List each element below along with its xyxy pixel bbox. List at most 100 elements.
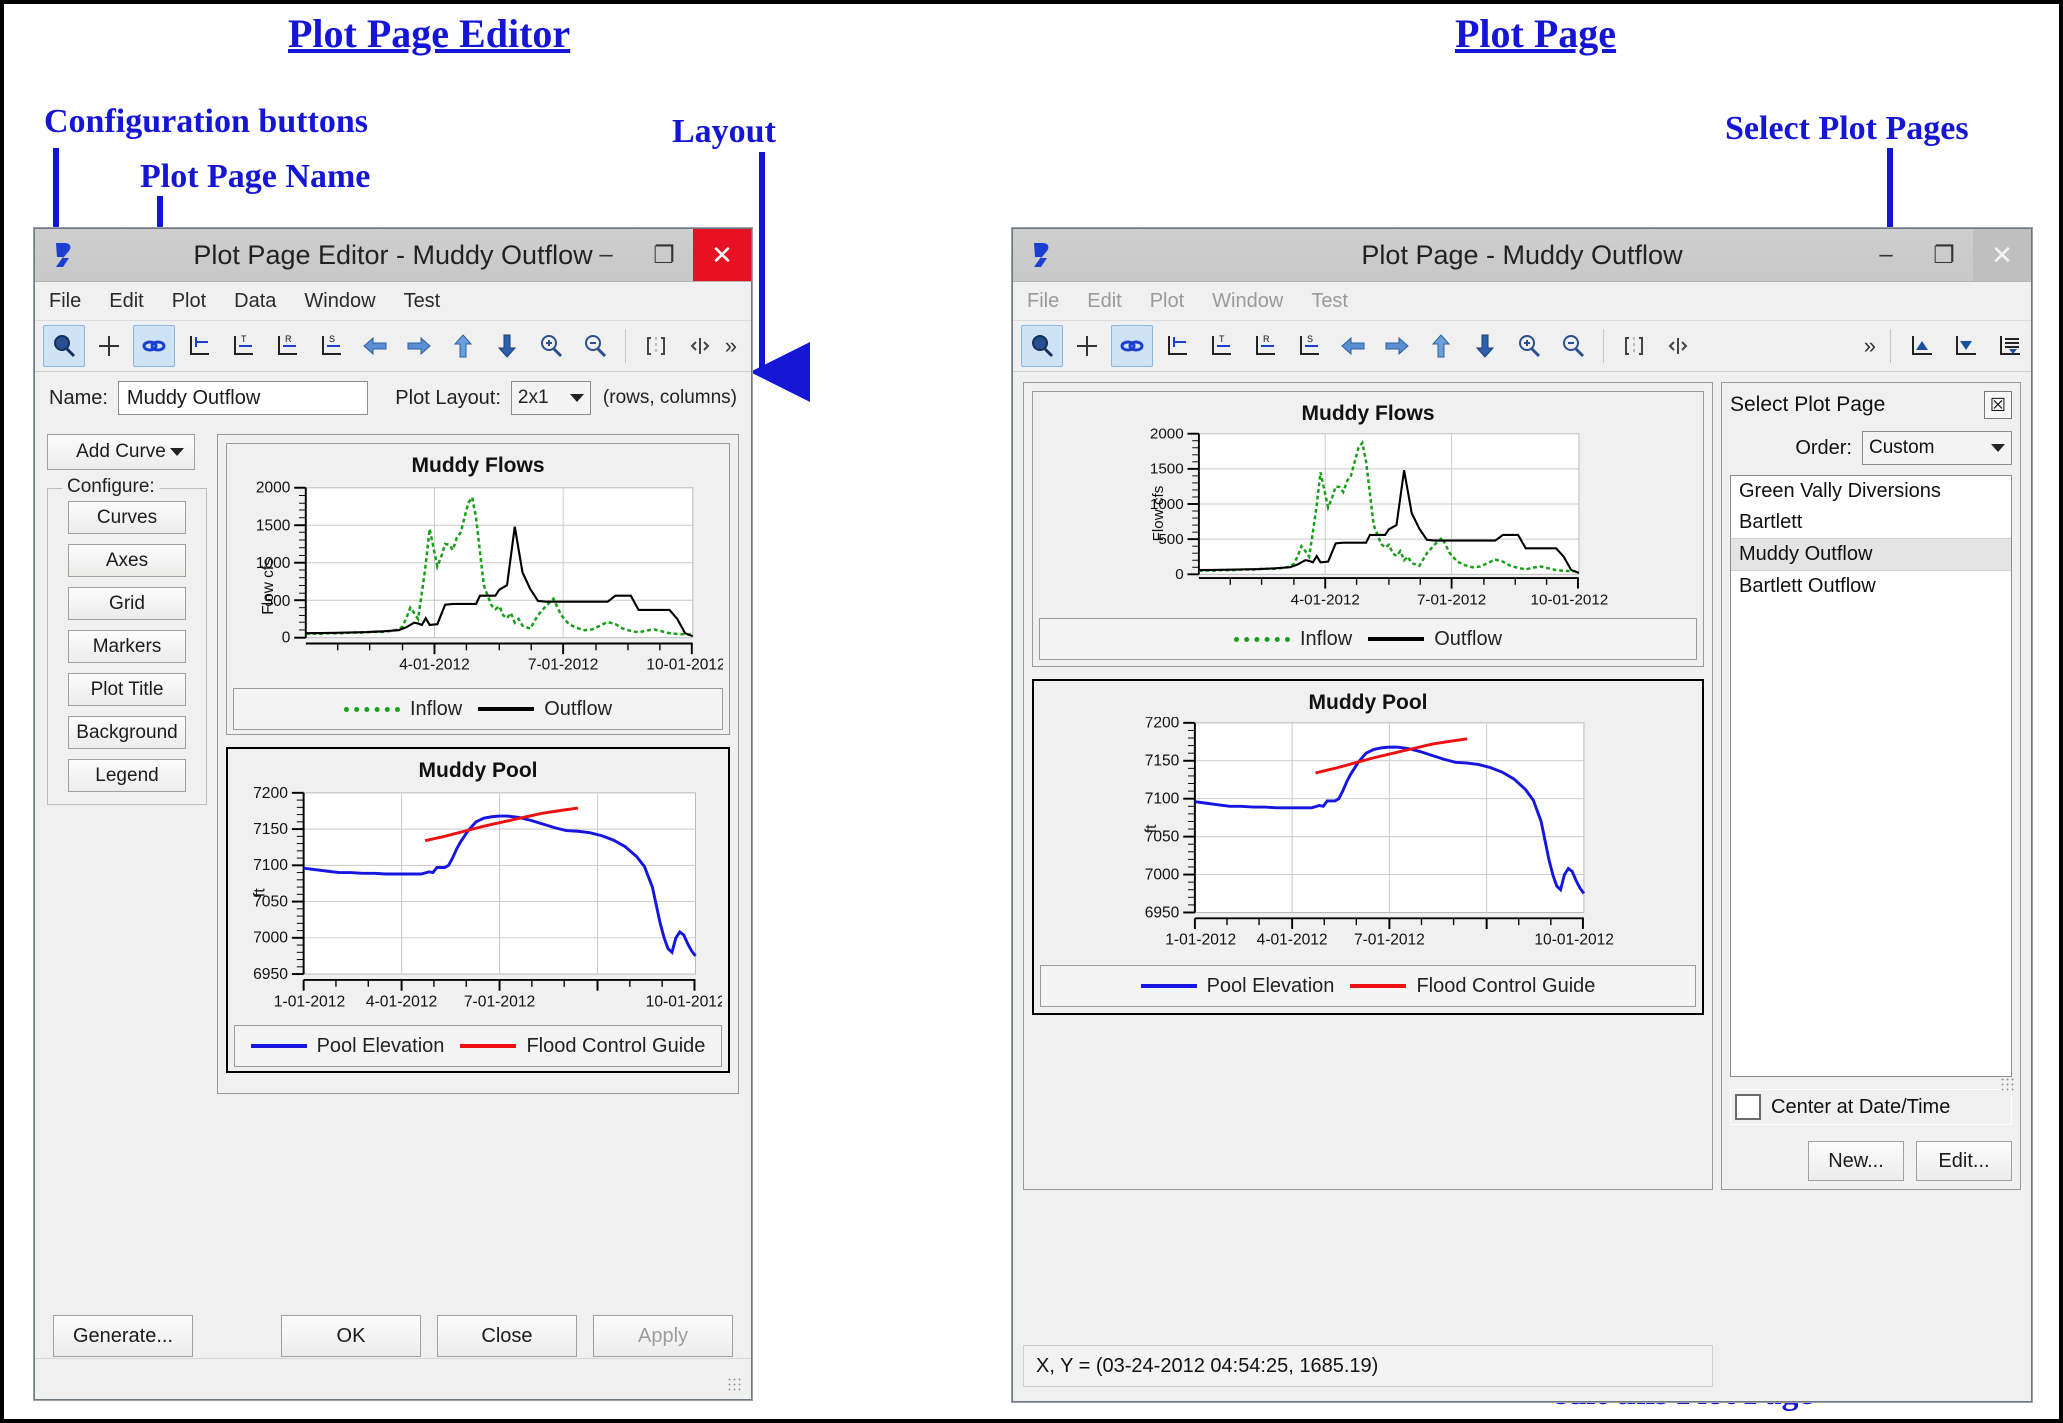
menu-edit[interactable]: Edit xyxy=(109,289,144,312)
zoom-out-icon[interactable] xyxy=(575,326,615,366)
series-pool-elevation xyxy=(1194,745,1586,895)
crosshair-tool-icon[interactable] xyxy=(1067,326,1107,366)
menu-data[interactable]: Data xyxy=(234,289,277,312)
menu-test[interactable]: Test xyxy=(403,289,441,312)
app-logo-icon xyxy=(1025,238,1059,272)
chart-title: Muddy Flows xyxy=(1301,402,1435,425)
arrow-left-icon[interactable] xyxy=(1333,326,1373,366)
toolbar-separator xyxy=(1890,329,1891,363)
chart-muddy-flows-editor[interactable]: Muddy Flows xyxy=(226,443,730,735)
configure-legend-button[interactable]: Legend xyxy=(68,759,186,792)
select-region-icon[interactable] xyxy=(636,326,676,366)
menu-plot[interactable]: Plot xyxy=(1149,289,1185,312)
axis-right-icon[interactable]: R xyxy=(267,326,307,366)
maximize-button[interactable]: ❐ xyxy=(1933,241,1955,269)
arrow-right-icon[interactable] xyxy=(399,326,439,366)
axis-top-icon[interactable]: T xyxy=(223,326,263,366)
axis-secondary-icon[interactable]: S xyxy=(1289,326,1329,366)
legend-item-flood-control-guide: Flood Control Guide xyxy=(460,1035,705,1058)
configure-background-button[interactable]: Background xyxy=(68,716,186,749)
plot-page-listbox[interactable]: Green Vally Diversions Bartlett Muddy Ou… xyxy=(1730,475,2012,1077)
list-item[interactable]: Green Vally Diversions xyxy=(1739,480,1941,502)
zoom-in-icon[interactable] xyxy=(1509,326,1549,366)
arrow-left-icon[interactable] xyxy=(355,326,395,366)
editor-titlebar: Plot Page Editor - Muddy Outflow – ❐ ✕ xyxy=(35,229,751,282)
plot-up-icon[interactable] xyxy=(1901,326,1941,366)
arrow-right-icon[interactable] xyxy=(1377,326,1417,366)
add-curve-button[interactable]: Add Curve xyxy=(47,434,195,470)
axis-top-icon[interactable]: T xyxy=(1201,326,1241,366)
plot-layout-hint: (rows, columns) xyxy=(602,387,737,408)
list-item[interactable]: Bartlett Outflow xyxy=(1739,575,1876,597)
xtick: 7-01-2012 xyxy=(1417,592,1486,609)
arrow-down-icon[interactable] xyxy=(487,326,527,366)
generate-button[interactable]: Generate... xyxy=(53,1315,193,1357)
minimize-button[interactable]: – xyxy=(599,241,613,268)
ytick: 2000 xyxy=(256,480,290,497)
zoom-out-icon[interactable] xyxy=(1553,326,1593,366)
menu-edit[interactable]: Edit xyxy=(1087,289,1122,312)
configure-markers-button[interactable]: Markers xyxy=(68,630,186,663)
chart-legend: Pool Elevation Flood Control Guide xyxy=(1040,965,1696,1007)
fit-width-icon[interactable] xyxy=(1658,326,1698,366)
resize-grip[interactable] xyxy=(727,1377,743,1393)
annotation-plot-page: Plot Page xyxy=(1455,11,1617,56)
resize-grip[interactable] xyxy=(2000,1077,2016,1093)
toolbar-overflow-button[interactable]: » xyxy=(724,333,737,358)
close-icon[interactable]: ☒ xyxy=(1984,391,2012,419)
center-at-datetime-row[interactable]: Center at Date/Time xyxy=(1730,1089,2012,1125)
configure-plot-title-button[interactable]: Plot Title xyxy=(68,673,186,706)
configure-curves-button[interactable]: Curves xyxy=(68,501,186,534)
editor-status-strip xyxy=(35,1358,751,1399)
toolbar-overflow-button[interactable]: » xyxy=(1863,333,1876,358)
center-at-datetime-checkbox[interactable] xyxy=(1735,1094,1761,1120)
axis-secondary-icon[interactable]: S xyxy=(311,326,351,366)
chart-title: Muddy Pool xyxy=(418,759,538,782)
edit-button[interactable]: Edit... xyxy=(1916,1141,2012,1181)
plot-list-icon[interactable] xyxy=(1989,326,2029,366)
select-region-icon[interactable] xyxy=(1614,326,1654,366)
menu-window[interactable]: Window xyxy=(1212,289,1284,312)
menu-window[interactable]: Window xyxy=(304,289,376,312)
menu-file[interactable]: File xyxy=(1027,289,1060,312)
plot-down-icon[interactable] xyxy=(1945,326,1985,366)
plotpage-titlebar: Plot Page - Muddy Outflow – ❐ ✕ xyxy=(1013,229,2031,282)
minimize-button[interactable]: – xyxy=(1879,241,1893,268)
chart-muddy-pool-page[interactable]: Muddy Pool xyxy=(1032,679,1704,1015)
menu-file[interactable]: File xyxy=(49,289,82,312)
fit-width-icon[interactable] xyxy=(680,326,720,366)
legend-label-pool-elevation: Pool Elevation xyxy=(1206,974,1335,997)
list-item-selected[interactable]: Muddy Outflow xyxy=(1731,538,2011,571)
link-tool-icon[interactable] xyxy=(1111,325,1153,367)
arrow-up-icon[interactable] xyxy=(443,326,483,366)
close-button-footer[interactable]: Close xyxy=(437,1315,577,1357)
menu-test[interactable]: Test xyxy=(1311,289,1348,312)
axis-scale-icon[interactable] xyxy=(179,326,219,366)
maximize-button[interactable]: ❐ xyxy=(653,241,675,269)
configure-grid-button[interactable]: Grid xyxy=(68,587,186,620)
menu-plot[interactable]: Plot xyxy=(171,289,207,312)
zoom-tool-icon[interactable] xyxy=(43,325,85,367)
configure-axes-button[interactable]: Axes xyxy=(68,544,186,577)
ok-button[interactable]: OK xyxy=(281,1315,421,1357)
order-select[interactable]: Custom xyxy=(1862,431,2012,465)
arrow-down-icon[interactable] xyxy=(1465,326,1505,366)
crosshair-tool-icon[interactable] xyxy=(89,326,129,366)
zoom-in-icon[interactable] xyxy=(531,326,571,366)
zoom-tool-icon[interactable] xyxy=(1021,325,1063,367)
link-tool-icon[interactable] xyxy=(133,325,175,367)
list-item[interactable]: Bartlett xyxy=(1739,511,1803,533)
close-button[interactable]: ✕ xyxy=(693,229,751,281)
plot-layout-select[interactable]: 2x1 xyxy=(510,381,591,415)
plot-page-name-input[interactable]: Muddy Outflow xyxy=(117,381,368,415)
axis-right-icon[interactable]: R xyxy=(1245,326,1285,366)
chart-muddy-flows-page[interactable]: Muddy Flows xyxy=(1032,391,1704,667)
new-button[interactable]: New... xyxy=(1808,1141,1904,1181)
legend-swatch-outflow xyxy=(478,707,535,711)
editor-toolbar: T R S » xyxy=(35,321,751,372)
chart-muddy-pool-editor[interactable]: Muddy Pool xyxy=(226,747,730,1073)
axis-scale-icon[interactable] xyxy=(1157,326,1197,366)
arrow-up-icon[interactable] xyxy=(1421,326,1461,366)
configure-label: Configure: xyxy=(62,476,160,498)
close-button[interactable]: ✕ xyxy=(1973,229,2031,281)
